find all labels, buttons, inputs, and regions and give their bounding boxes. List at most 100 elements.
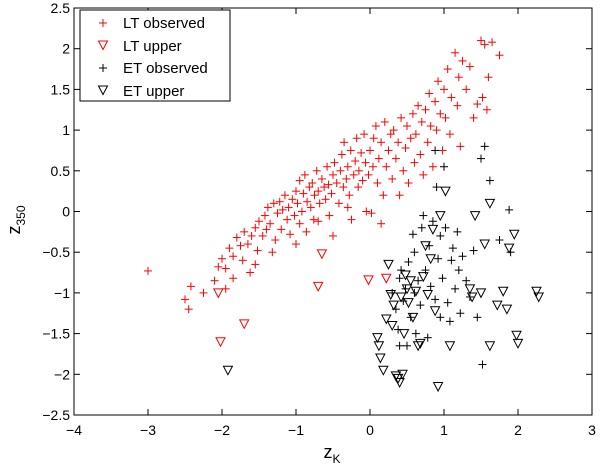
point-et-upper — [397, 369, 408, 380]
point-et-observed — [473, 313, 482, 322]
point-lt-observed — [290, 211, 299, 220]
point-lt-observed — [251, 260, 260, 269]
point-lt-observed — [395, 191, 404, 200]
point-et-upper — [512, 338, 524, 349]
point-et-observed — [411, 329, 420, 338]
point-lt-observed — [373, 179, 382, 188]
point-lt-observed — [354, 183, 363, 192]
point-lt-observed — [404, 179, 413, 188]
point-lt-observed — [480, 40, 489, 49]
point-lt-observed — [477, 36, 485, 45]
y-tick-label: −2.5 — [42, 407, 70, 423]
point-lt-observed — [345, 191, 354, 200]
x-tick-label: −3 — [140, 422, 156, 438]
point-lt-observed — [379, 191, 388, 200]
point-et-upper — [385, 290, 397, 301]
point-lt-upper — [238, 319, 250, 330]
point-lt-observed — [445, 130, 454, 139]
point-lt-observed — [438, 146, 447, 155]
point-lt-upper — [312, 281, 324, 292]
point-et-observed — [456, 309, 465, 318]
point-et-observed — [438, 274, 447, 283]
point-et-observed — [428, 217, 437, 226]
point-lt-observed — [408, 109, 417, 118]
point-lt-observed — [229, 274, 238, 283]
x-axis-title-subscript: K — [332, 452, 340, 465]
point-et-observed — [410, 248, 419, 257]
point-lt-observed — [465, 62, 474, 71]
point-lt-observed — [325, 211, 334, 220]
point-lt-observed — [314, 217, 323, 226]
point-lt-observed — [351, 157, 360, 166]
x-tick-label: −2 — [214, 422, 230, 438]
point-et-upper — [425, 254, 437, 265]
x-tick-label: 2 — [514, 422, 522, 438]
data-points — [144, 36, 545, 393]
point-et-upper — [398, 329, 410, 340]
point-et-upper — [464, 284, 476, 295]
point-lt-observed — [260, 211, 269, 220]
point-et-observed — [462, 276, 471, 285]
point-lt-observed — [462, 85, 471, 94]
point-lt-observed — [314, 187, 323, 196]
point-lt-observed — [397, 113, 406, 122]
point-lt-observed — [432, 126, 441, 135]
y-tick-label: 2 — [62, 41, 70, 57]
point-lt-observed — [334, 199, 343, 208]
point-lt-observed — [324, 180, 333, 189]
legend-marker-et-upper — [97, 85, 109, 96]
point-et-observed — [447, 256, 456, 265]
legend-label-et-observed: ET observed — [123, 60, 208, 77]
point-lt-observed — [210, 276, 219, 285]
point-et-upper — [508, 229, 520, 240]
point-lt-observed — [478, 93, 487, 102]
point-lt-observed — [199, 288, 208, 297]
point-et-upper — [432, 382, 444, 393]
point-lt-observed — [453, 101, 462, 110]
point-et-observed — [419, 211, 428, 220]
point-lt-observed — [253, 246, 262, 255]
point-lt-observed — [377, 138, 386, 147]
point-lt-observed — [410, 158, 419, 167]
point-lt-observed — [240, 227, 249, 236]
point-lt-observed — [469, 113, 478, 122]
point-lt-observed — [440, 85, 448, 94]
point-lt-observed — [330, 158, 339, 167]
point-lt-observed — [262, 225, 271, 234]
point-lt-observed — [361, 158, 370, 167]
point-et-observed — [495, 235, 504, 244]
point-lt-observed — [411, 130, 420, 139]
point-lt-observed — [428, 162, 437, 171]
point-lt-observed — [406, 134, 415, 143]
point-lt-observed — [268, 248, 277, 257]
point-et-observed — [477, 154, 485, 163]
point-et-upper — [434, 211, 446, 222]
x-axis-title-base: z — [323, 442, 332, 462]
point-et-upper — [405, 276, 417, 287]
point-lt-observed — [389, 126, 398, 135]
y-tick-label: 0.5 — [51, 163, 71, 179]
point-lt-observed — [423, 138, 432, 147]
y-tick-label: 1 — [62, 122, 70, 138]
point-lt-observed — [236, 241, 245, 250]
point-lt-observed — [343, 203, 352, 212]
y-axis-title-base: z — [4, 226, 24, 235]
point-et-upper — [484, 198, 496, 209]
legend-label-lt-upper: LT upper — [123, 38, 182, 55]
point-lt-observed — [417, 117, 426, 126]
point-lt-observed — [292, 187, 300, 196]
point-lt-observed — [246, 268, 255, 277]
point-lt-observed — [367, 209, 376, 218]
point-lt-observed — [321, 195, 330, 204]
point-lt-observed — [458, 56, 467, 65]
point-et-upper — [444, 341, 456, 352]
point-et-upper — [380, 314, 392, 325]
point-lt-observed — [309, 215, 318, 224]
legend-marker-lt-upper — [97, 40, 109, 51]
point-lt-observed — [300, 170, 309, 179]
point-et-observed — [478, 360, 487, 369]
point-lt-observed — [456, 142, 465, 151]
point-lt-observed — [229, 252, 238, 261]
point-lt-observed — [292, 240, 300, 249]
point-lt-observed — [337, 150, 346, 159]
